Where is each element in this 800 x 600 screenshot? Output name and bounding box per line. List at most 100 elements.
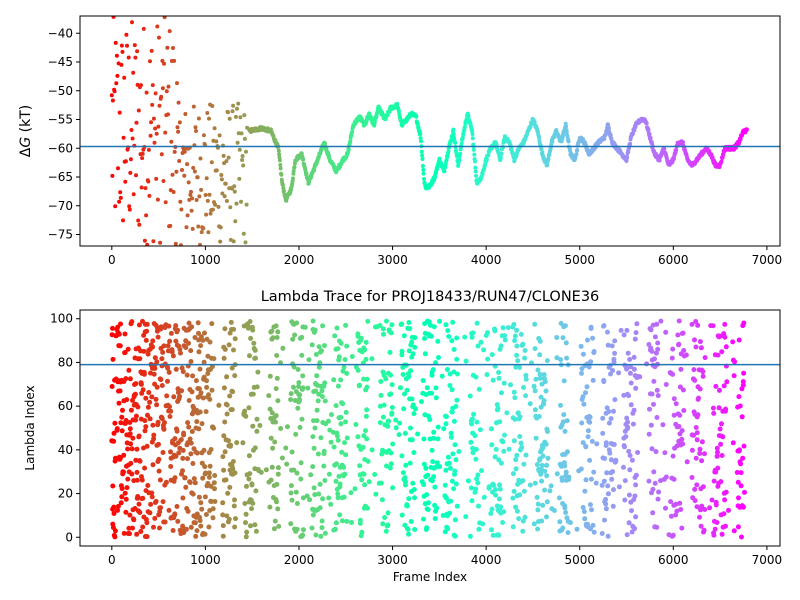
lambda-point (578, 343, 584, 349)
lambda-point (123, 376, 129, 382)
lambda-point (649, 446, 655, 452)
lambda-point (348, 490, 354, 496)
lambda-point (591, 529, 597, 535)
lambda-point (335, 437, 341, 443)
lambda-point (410, 480, 416, 486)
lambda-point (514, 327, 520, 333)
delta-g-point (276, 148, 281, 153)
lambda-point (306, 357, 312, 363)
lambda-point (702, 451, 707, 457)
lambda-point (137, 510, 143, 515)
lambda-point (385, 423, 391, 429)
delta-g-point (434, 170, 439, 175)
delta-g-point (219, 173, 224, 177)
delta-g-point (190, 196, 195, 201)
lambda-point (154, 384, 160, 390)
lambda-point (738, 470, 744, 476)
lambda-point (545, 455, 551, 461)
lambda-point (302, 324, 308, 330)
lambda-point (134, 446, 140, 452)
lambda-point (652, 356, 657, 362)
lambda-point (180, 455, 186, 461)
lambda-point (497, 486, 503, 492)
delta-g-point (744, 127, 749, 132)
lambda-point (152, 515, 158, 521)
lambda-point (229, 365, 235, 371)
lambda-point (203, 512, 209, 517)
lambda-point (539, 478, 545, 484)
lambda-point (697, 451, 703, 456)
lambda-point (120, 407, 125, 413)
lambda-point (533, 376, 539, 382)
lambda-point (207, 396, 213, 402)
delta-g-point (291, 169, 296, 173)
lambda-point (316, 344, 322, 350)
lambda-point (255, 369, 261, 375)
lambda-point (307, 497, 313, 503)
lambda-point (559, 477, 565, 483)
lambda-point (653, 449, 659, 455)
lambda-point (587, 419, 593, 425)
lambda-point (223, 477, 229, 483)
lambda-point (289, 497, 295, 503)
lambda-point (202, 531, 208, 537)
delta-g-point (234, 201, 239, 206)
delta-g-point (346, 147, 351, 152)
lambda-point (310, 464, 316, 470)
lambda-point (364, 436, 370, 442)
lambda-point (651, 469, 657, 475)
lambda-point (740, 504, 746, 510)
lambda-point (397, 420, 403, 426)
lambda-point (206, 392, 212, 398)
lambda-point (406, 320, 412, 325)
lambda-point (197, 366, 203, 372)
lambda-point (699, 439, 705, 445)
lambda-point (231, 503, 237, 509)
lambda-point (180, 369, 186, 375)
delta-g-point (628, 141, 633, 146)
lambda-point (715, 449, 720, 455)
lambda-point (684, 459, 690, 465)
lambda-point (248, 335, 254, 341)
lambda-point (532, 346, 538, 352)
lambda-point (224, 374, 230, 380)
lambda-point (121, 452, 127, 458)
lambda-point (341, 494, 347, 500)
lambda-point (177, 394, 183, 399)
lambda-point (523, 452, 529, 458)
delta-g-point (179, 207, 184, 212)
delta-g-point (473, 159, 477, 164)
lambda-point (168, 449, 173, 455)
lambda-point (711, 478, 717, 484)
lambda-point (130, 435, 136, 441)
lambda-point (246, 405, 252, 411)
lambda-point (680, 330, 686, 336)
lambda-point (588, 359, 594, 365)
lambda-point (485, 330, 490, 336)
lambda-point (556, 495, 562, 501)
lambda-point (322, 343, 327, 349)
lambda-point (200, 395, 206, 401)
delta-g-point (458, 151, 463, 156)
lambda-point (212, 499, 218, 504)
lambda-point (654, 524, 660, 530)
lambda-point (288, 397, 294, 403)
delta-g-point (133, 55, 138, 60)
delta-g-point (606, 126, 611, 131)
lambda-point (605, 491, 611, 497)
delta-g-point (433, 175, 437, 180)
delta-g-point (213, 202, 218, 207)
lambda-point (543, 441, 549, 447)
lambda-point (632, 493, 638, 499)
lambda-point (273, 419, 278, 425)
lambda-point (389, 405, 395, 410)
delta-g-point (459, 141, 464, 146)
lambda-point (448, 430, 454, 436)
lambda-point (560, 525, 566, 531)
lambda-point (162, 420, 167, 426)
lambda-point (626, 393, 632, 399)
lambda-point (410, 351, 416, 357)
lambda-point (377, 323, 383, 328)
lambda-point (150, 462, 156, 468)
lambda-point (628, 402, 634, 408)
